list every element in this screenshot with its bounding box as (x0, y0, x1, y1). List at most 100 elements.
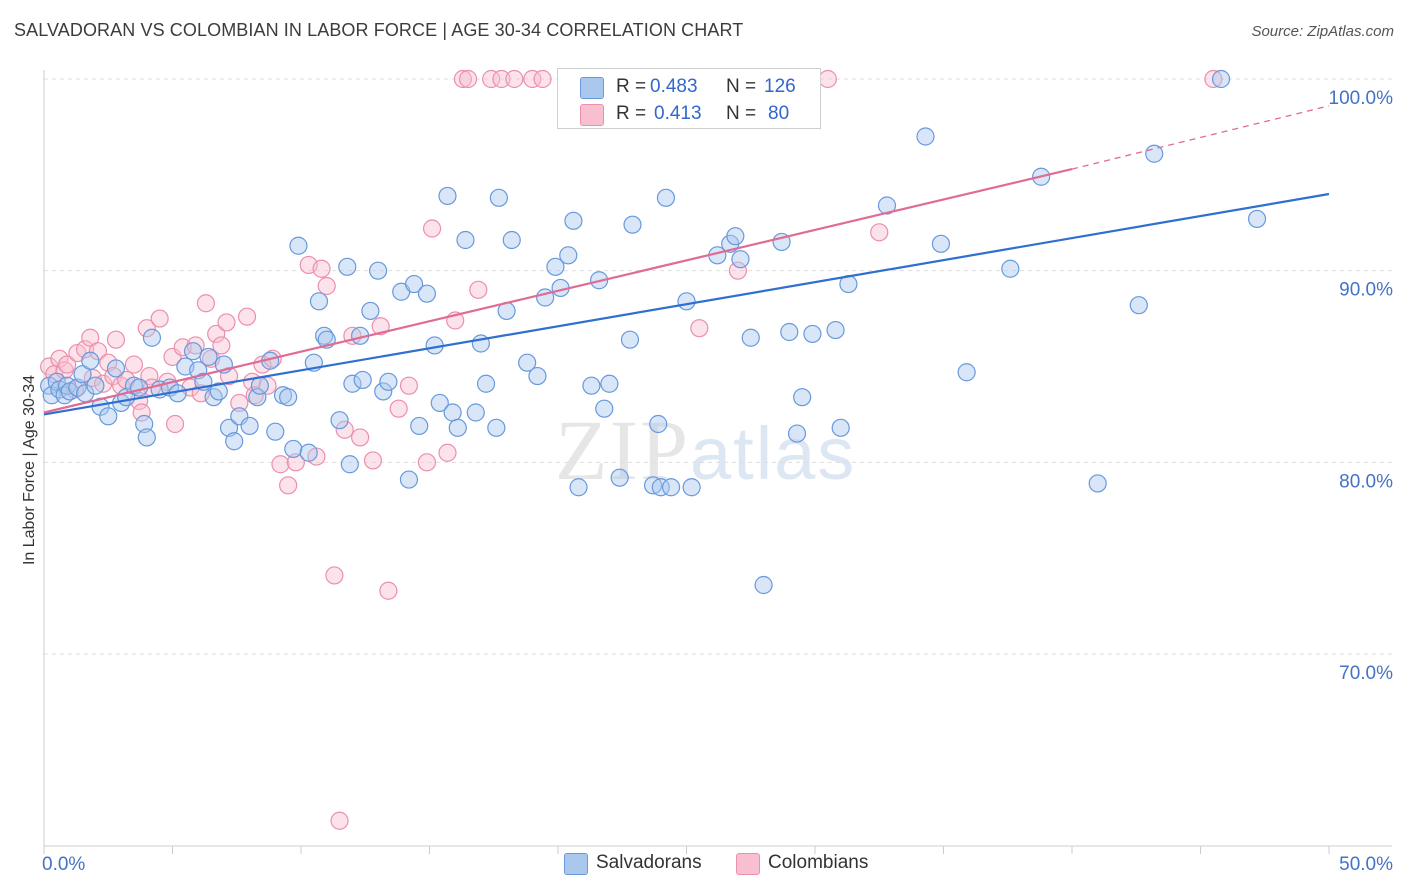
colombian-point (212, 336, 231, 355)
salvadoran-point (600, 374, 619, 393)
colombian-point (523, 69, 542, 89)
colombian-point (271, 455, 290, 474)
colombian-point (165, 414, 185, 434)
salvadoran-point (443, 403, 462, 422)
legend-r-value: 0.413 (654, 103, 702, 124)
axes (43, 70, 1392, 854)
salvadoran-point (73, 365, 92, 384)
salvadoran-point (99, 407, 118, 426)
salvadoran-point (803, 324, 822, 344)
colombian-point (335, 420, 354, 439)
legend-r-label: R = (616, 103, 647, 124)
salvadoran-point (569, 478, 588, 497)
colombian-point (312, 259, 331, 278)
gridlines (44, 78, 1392, 655)
salvadoran-point (81, 351, 100, 370)
colombian-point (371, 317, 390, 336)
salvadoran-point (1211, 69, 1231, 89)
salvadoran-point (430, 393, 449, 413)
salvadoran-point (204, 388, 223, 407)
colombian-point (492, 69, 511, 89)
salvadoran-point (726, 227, 745, 246)
colombian-point (482, 69, 501, 89)
salvadoran-point (620, 330, 640, 349)
salvadoran-swatch (564, 853, 588, 875)
salvadoran-point (399, 470, 419, 489)
colombian-point (363, 451, 383, 470)
salvadoran-point (353, 370, 372, 390)
salvadoran-point (518, 353, 537, 372)
colombian-point (870, 223, 889, 242)
colombian-point (379, 581, 398, 600)
salvadoran-point (266, 422, 285, 441)
salvadoran-point (1129, 296, 1148, 315)
legend-r-label: R = (616, 76, 647, 97)
salvadoran-point (240, 416, 259, 436)
salvadoran-point (106, 359, 126, 378)
colombian-point (1204, 69, 1223, 89)
salvadoran-point (780, 322, 799, 342)
salvadoran-point (343, 374, 362, 393)
salvadoran-point (741, 328, 760, 347)
salvadoran-point (137, 428, 156, 447)
salvadoran-point (1088, 474, 1107, 493)
legend-n-label: N = (726, 103, 757, 124)
legend-n-value: 80 (768, 103, 790, 124)
salvadoran-point (916, 127, 935, 146)
y-tick-label: 70.0% (1339, 663, 1393, 684)
salvadoran-point (502, 230, 521, 250)
salvadoran-point (338, 257, 357, 276)
watermark-zip: ZIP (555, 402, 690, 498)
salvadoran-point (209, 382, 228, 401)
salvadoran-point (86, 376, 105, 395)
salvadoran-point (623, 215, 642, 234)
salvadoran-point (582, 376, 601, 395)
colombian-point (317, 276, 336, 296)
colombian-point (286, 453, 305, 472)
colombian-point (217, 313, 236, 332)
salvadoran-point (183, 342, 203, 361)
y-tick-label: 100.0% (1329, 88, 1394, 109)
salvadoran-point (279, 388, 298, 407)
salvadoran-point (656, 188, 676, 207)
salvadoran-point (299, 443, 318, 462)
salvadoran-point (225, 432, 244, 451)
legend-n-value: 126 (764, 76, 796, 97)
salvadoran-point (340, 455, 359, 474)
salvadoran-point (487, 418, 506, 437)
colombian-point (417, 453, 437, 472)
y-tick-label: 80.0% (1339, 471, 1393, 492)
colombian-point (106, 330, 126, 349)
colombian-point (88, 342, 108, 361)
colombian-point (279, 476, 298, 495)
salvadoran-point (142, 328, 162, 347)
colombian-point (690, 319, 709, 338)
salvadoran-point (379, 372, 398, 391)
salvadoran-point (330, 411, 349, 430)
salvadoran-point (284, 439, 303, 459)
salvadoran-point (448, 418, 467, 437)
salvadoran-point (559, 246, 578, 265)
tick-labels: 70.0% 80.0% 90.0% 100.0% 0.0% 50.0% (42, 88, 1393, 875)
colombian-point (124, 355, 144, 374)
source-label: Source: ZipAtlas.com (1251, 23, 1394, 40)
salvadoran-point (754, 575, 773, 595)
salvadoran-point (489, 188, 508, 207)
salvadoran-point (1001, 259, 1020, 278)
x-tick-label: 50.0% (1339, 854, 1393, 875)
salvadoran-point (610, 468, 629, 487)
salvadoran-swatch (580, 77, 604, 99)
salvadoran-point (793, 388, 812, 407)
colombian-swatch (736, 853, 760, 875)
salvadoran-point (677, 292, 696, 311)
colombian-point (245, 386, 264, 405)
bottom-legend-label: Colombians (768, 852, 869, 873)
salvadoran-point (456, 230, 475, 250)
colombian-point (140, 366, 159, 386)
colombian-point (389, 399, 408, 418)
salvadoran-point (438, 186, 457, 206)
salvadoran-point (831, 418, 850, 437)
colombian-point (330, 811, 349, 830)
salvadoran-point (661, 478, 681, 497)
colombian-point (230, 393, 249, 413)
